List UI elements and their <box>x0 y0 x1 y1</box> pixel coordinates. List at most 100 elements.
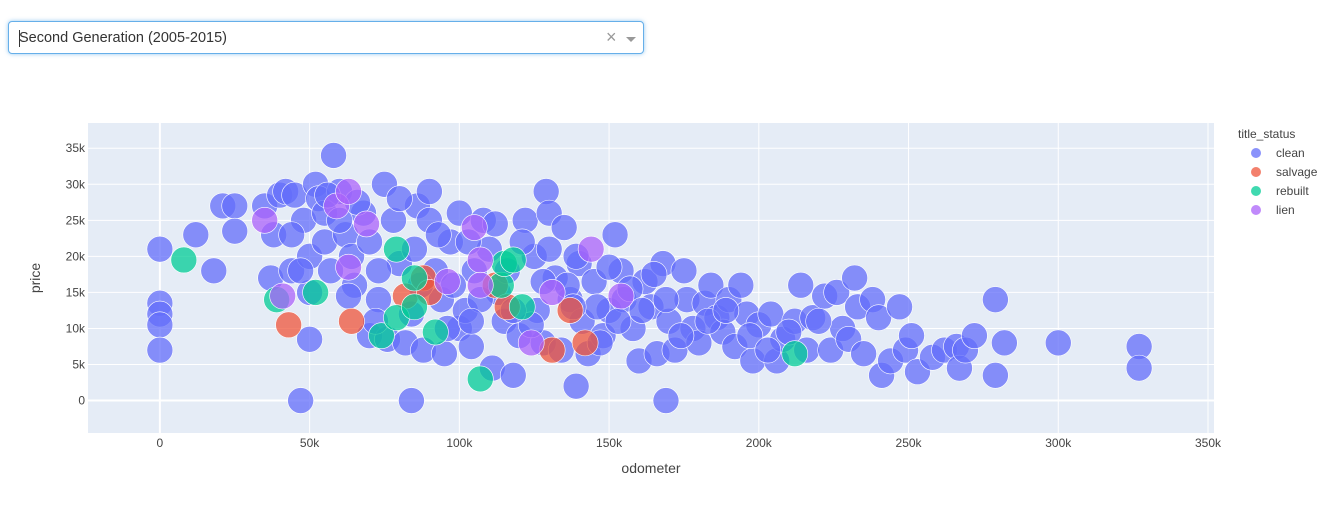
data-point-clean <box>652 286 680 313</box>
legend: title_status clean salvage rebuilt lien <box>1238 127 1318 217</box>
data-point-rebuilt <box>170 246 198 274</box>
data-point-lien <box>467 246 494 274</box>
x-tick-label: 50k <box>300 436 320 450</box>
data-point-clean <box>287 257 314 285</box>
data-point-clean <box>850 340 877 367</box>
data-point-clean <box>754 336 782 364</box>
data-point-clean <box>425 221 452 249</box>
data-point-clean <box>898 322 925 349</box>
y-tick-label: 5k <box>72 358 86 372</box>
data-point-clean <box>365 257 392 285</box>
y-tick-label: 20k <box>66 249 86 263</box>
chevron-down-icon[interactable] <box>626 37 636 42</box>
data-point-clean <box>628 297 656 324</box>
data-point-salvage <box>571 329 599 357</box>
data-point-clean <box>146 235 174 263</box>
data-point-clean <box>182 221 210 249</box>
x-tick-label: 300k <box>1045 436 1072 450</box>
data-point-clean <box>640 261 668 288</box>
data-point-lien <box>335 253 362 281</box>
legend-marker-rebuilt[interactable] <box>1251 186 1261 196</box>
data-point-rebuilt <box>368 322 395 349</box>
data-point-lien <box>335 178 362 205</box>
data-point-lien <box>538 279 566 306</box>
legend-label-rebuilt[interactable]: rebuilt <box>1276 184 1309 198</box>
legend-label-salvage[interactable]: salvage <box>1276 165 1318 179</box>
data-point-clean <box>712 297 740 324</box>
data-point-rebuilt <box>383 235 410 263</box>
x-tick-label: 200k <box>746 436 773 450</box>
data-point-rebuilt <box>499 246 527 274</box>
y-tick-label: 0 <box>78 394 85 408</box>
data-point-clean <box>535 235 563 263</box>
data-points <box>146 142 1153 414</box>
data-point-rebuilt <box>508 293 536 321</box>
data-point-clean <box>736 322 764 349</box>
data-point-clean <box>595 253 623 281</box>
legend-marker-salvage[interactable] <box>1251 167 1261 177</box>
data-point-clean <box>200 257 228 285</box>
data-point-clean <box>221 192 249 220</box>
data-point-clean <box>287 387 314 414</box>
dropdown-selected-value: Second Generation (2005-2015) <box>19 30 227 46</box>
text-caret <box>19 30 20 47</box>
data-point-clean <box>499 362 527 389</box>
data-point-clean <box>697 271 725 299</box>
data-point-clean <box>865 304 892 331</box>
data-point-clean <box>601 221 629 249</box>
data-point-rebuilt <box>422 318 449 346</box>
x-tick-label: 100k <box>446 436 473 450</box>
data-point-clean <box>335 282 362 310</box>
data-point-clean <box>982 286 1009 313</box>
data-point-lien <box>607 282 635 310</box>
data-point-clean <box>550 214 578 241</box>
x-tick-label: 350k <box>1195 436 1222 450</box>
data-point-rebuilt <box>401 293 428 321</box>
data-point-clean <box>982 362 1009 389</box>
data-point-lien <box>269 282 296 310</box>
data-point-lien <box>461 214 488 241</box>
data-point-rebuilt <box>302 279 329 306</box>
data-point-clean <box>823 279 850 306</box>
y-tick-label: 30k <box>66 177 86 191</box>
data-point-clean <box>221 217 249 245</box>
data-point-rebuilt <box>467 365 494 393</box>
data-point-clean <box>961 322 988 349</box>
axis-ticks: 0 50k 100k 150k 200k 250k 300k 350k 0 5k 10k 15k 20k… <box>66 141 1222 450</box>
data-point-salvage <box>556 297 584 324</box>
data-point-rebuilt <box>781 340 809 367</box>
data-point-clean <box>296 325 323 353</box>
clear-icon[interactable]: × <box>606 27 617 47</box>
data-point-lien <box>251 207 278 234</box>
data-point-clean <box>805 307 833 335</box>
x-axis-title: odometer <box>621 460 680 476</box>
x-tick-label: 150k <box>596 436 623 450</box>
data-point-clean <box>886 293 913 321</box>
legend-marker-lien[interactable] <box>1251 205 1261 215</box>
legend-label-lien[interactable]: lien <box>1276 203 1295 217</box>
data-point-lien <box>577 235 605 263</box>
data-point-clean <box>562 372 590 400</box>
data-point-lien <box>434 268 461 295</box>
data-point-lien <box>517 329 545 357</box>
data-point-clean <box>1044 329 1072 357</box>
data-point-salvage <box>338 307 365 335</box>
x-tick-label: 0 <box>157 436 164 450</box>
legend-title: title_status <box>1238 127 1295 141</box>
legend-marker-clean[interactable] <box>1251 148 1261 158</box>
generation-dropdown[interactable]: Second Generation (2005-2015) × <box>8 21 644 54</box>
data-point-clean <box>386 185 413 212</box>
data-point-clean <box>398 387 425 414</box>
x-tick-label: 250k <box>896 436 923 450</box>
data-point-clean <box>320 142 347 169</box>
legend-label-clean[interactable]: clean <box>1276 146 1305 160</box>
data-point-clean <box>667 322 695 349</box>
data-point-clean <box>458 333 485 360</box>
data-point-clean <box>146 336 174 364</box>
y-tick-label: 10k <box>66 321 86 335</box>
data-point-clean <box>991 329 1018 357</box>
data-point-rebuilt <box>401 264 428 292</box>
data-point-clean <box>1125 354 1153 382</box>
y-axis-title: price <box>27 263 43 294</box>
